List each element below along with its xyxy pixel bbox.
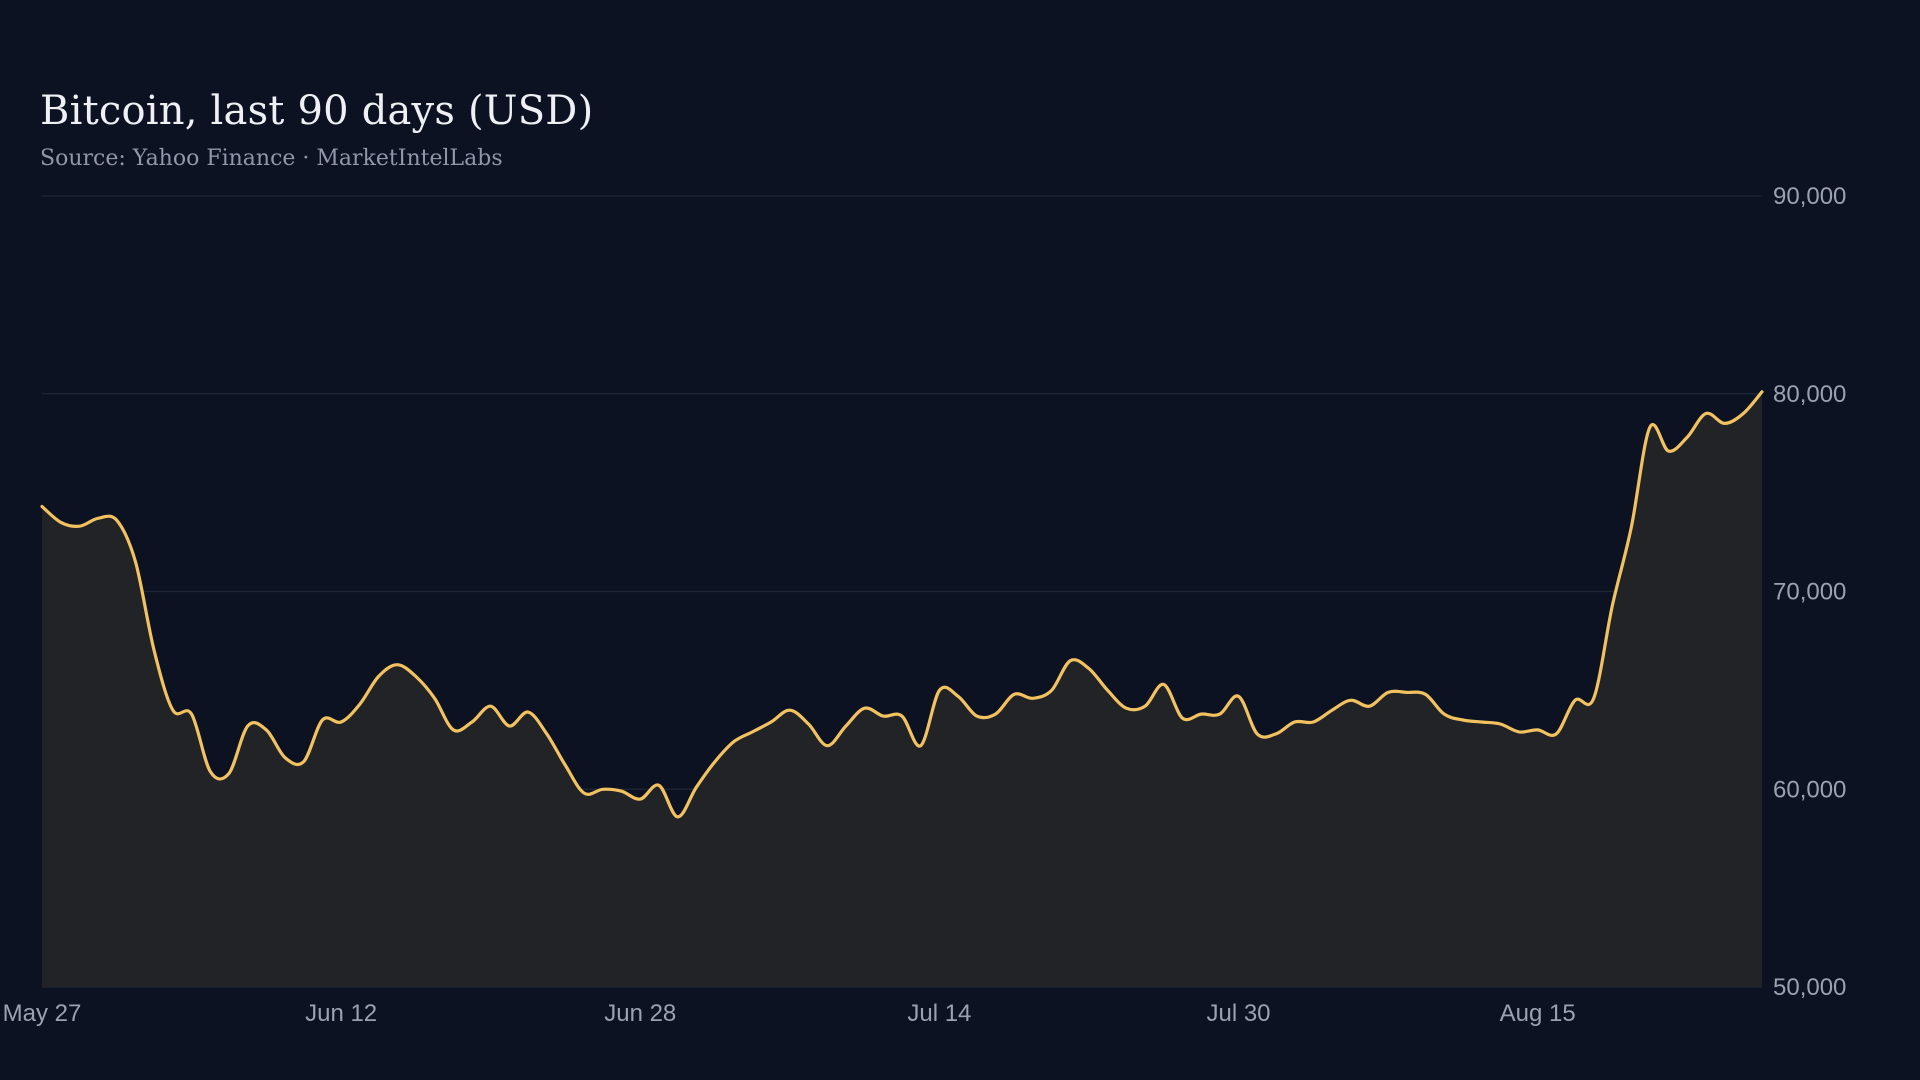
line-layer <box>40 390 1764 819</box>
y-tick-label: 70,000 <box>1773 579 1846 606</box>
chart-subtitle: Source: Yahoo Finance · MarketIntelLabs <box>40 146 503 171</box>
y-tick-label: 50,000 <box>1773 974 1846 1001</box>
x-tick-label: Jul 30 <box>1206 1000 1270 1027</box>
area-layer <box>42 391 1762 987</box>
price-series-line <box>40 390 1764 819</box>
price-area-fill <box>42 391 1762 987</box>
y-axis: 50,000 60,000 70,000 80,000 90,000 <box>1773 183 1846 1001</box>
x-tick-label: Jul 14 <box>907 1000 971 1027</box>
x-tick-label: Jun 12 <box>305 1000 377 1027</box>
x-tick-label: May 27 <box>3 1000 82 1027</box>
x-axis: May 27 Jun 12 Jun 28 Jul 14 Jul 30 Aug 15 <box>3 1000 1576 1027</box>
x-tick-label: Aug 15 <box>1500 1000 1576 1027</box>
y-tick-label: 60,000 <box>1773 776 1846 803</box>
y-tick-label: 80,000 <box>1773 381 1846 408</box>
x-tick-label: Jun 28 <box>604 1000 676 1027</box>
y-tick-label: 90,000 <box>1773 183 1846 210</box>
chart-title: Bitcoin, last 90 days (USD) <box>40 88 594 134</box>
